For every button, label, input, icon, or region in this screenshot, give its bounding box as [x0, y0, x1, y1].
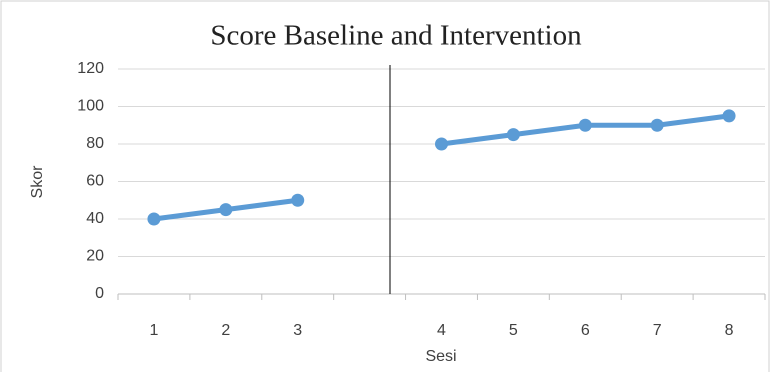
x-tick-label: 3	[293, 322, 302, 339]
y-tick-label: 0	[95, 285, 104, 302]
data-point	[291, 193, 305, 207]
data-point	[435, 137, 448, 151]
x-tick-label: 2	[221, 322, 230, 339]
data-point	[722, 109, 736, 123]
data-point	[650, 118, 664, 132]
data-point	[578, 118, 592, 132]
y-tick-label: 80	[86, 135, 104, 152]
data-line	[151, 113, 732, 222]
data-point	[506, 128, 520, 142]
y-tick-label: 60	[86, 173, 104, 190]
y-axis-label: Skor	[29, 165, 46, 199]
x-tick-label: 7	[653, 322, 662, 339]
y-tick-label: 100	[77, 98, 104, 115]
y-tick-label: 40	[86, 210, 104, 227]
x-axis-label: Sesi	[425, 348, 456, 365]
x-tick-label: 8	[725, 322, 734, 339]
x-tick-label: 1	[149, 322, 158, 339]
x-tick-label: 4	[437, 322, 446, 339]
y-tick-label: 120	[77, 60, 104, 77]
x-tick-label: 6	[581, 322, 590, 339]
chart-title: Score Baseline and Intervention	[210, 20, 582, 52]
data-point	[147, 212, 161, 226]
y-tick-label: 20	[86, 248, 104, 265]
data-point	[219, 203, 233, 217]
x-tick-label: 5	[509, 322, 518, 339]
